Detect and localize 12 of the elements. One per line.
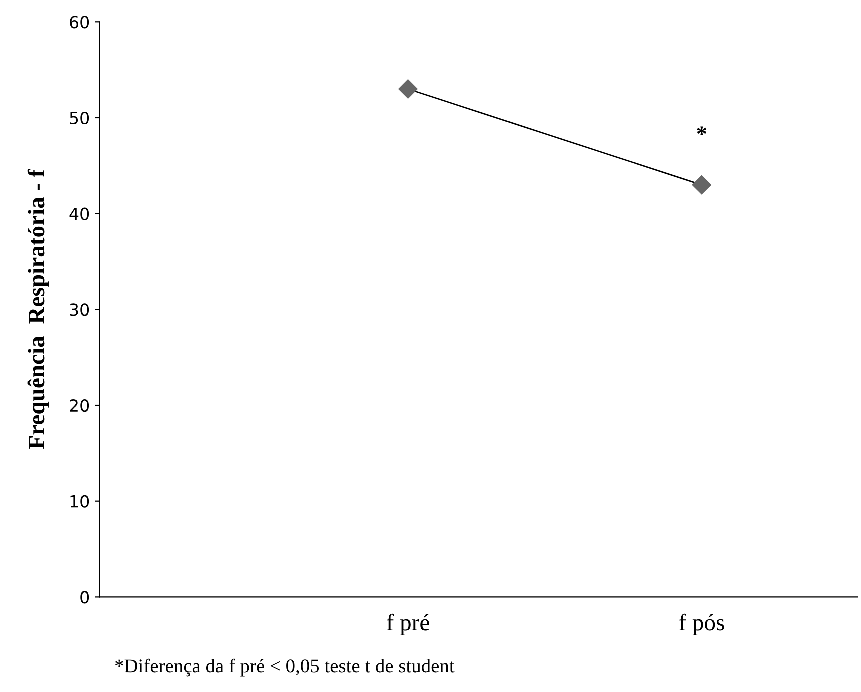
y-tick-label: 20 [70,399,90,412]
y-tick-label: 40 [70,208,90,220]
text: *Diferença da f pré < 0,05 teste t de student [115,658,455,677]
y-tick-label: 30 [70,304,90,316]
x-tick-label: f pré [387,614,430,636]
x-tick-label: f pós [679,614,724,636]
annotation: * [697,126,707,136]
y-tick-label: 0 [80,591,90,604]
y-tick-label: 10 [70,495,90,508]
y-tick-label: 50 [70,112,90,125]
y-tick-label: 60 [70,16,90,29]
y-axis-title: Frequência Respiratória - f [28,169,50,450]
